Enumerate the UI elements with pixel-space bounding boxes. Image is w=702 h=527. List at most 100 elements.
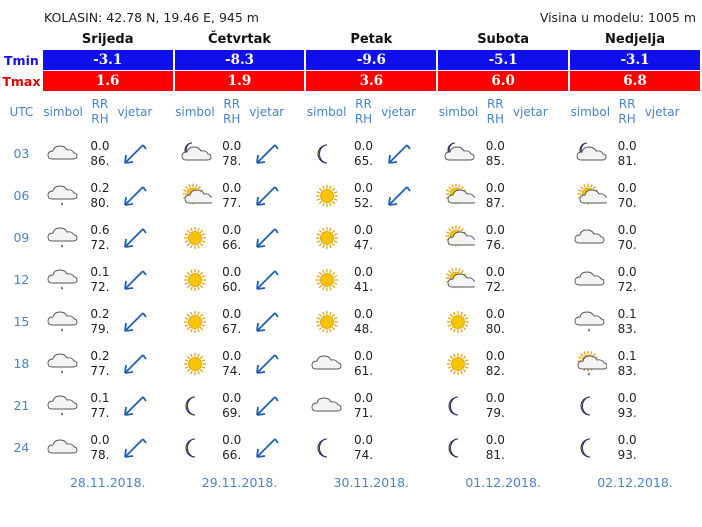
symbol-label: simbol — [175, 104, 215, 119]
symbol-cell — [438, 343, 479, 384]
spacer-cell — [551, 343, 568, 384]
moon-icon — [441, 438, 475, 457]
symbol-cell — [175, 217, 216, 258]
symbol-cell — [43, 259, 84, 300]
spacer-cell — [683, 92, 700, 132]
forecast-row: 06 0.2 80. 0.0 77. 0.0 52. 0.0 87. 0.0 70. — [2, 175, 700, 216]
wind-cell — [644, 301, 681, 342]
rh-value: 83. — [617, 363, 637, 378]
spacer-cell — [2, 469, 41, 495]
forecast-date: 01.12.2018. — [465, 474, 541, 490]
rr-rh-cell: 0.0 70. — [613, 217, 642, 258]
rr-value: 0.0 — [353, 432, 374, 447]
spacer-cell — [2, 30, 41, 49]
rr-rh-cell: 0.0 77. — [217, 175, 246, 216]
cloud-icon — [310, 397, 344, 412]
rr-rh-cell: 0.2 80. — [85, 175, 114, 216]
spacer-cell — [419, 92, 436, 132]
rr-value: 0.0 — [222, 222, 242, 237]
sun-icon — [178, 226, 212, 249]
rh-value: 82. — [485, 363, 505, 378]
spacer-cell — [155, 92, 172, 132]
wind-cell — [116, 385, 153, 426]
rh-label: RH — [354, 112, 373, 126]
spacer-cell — [155, 217, 172, 258]
rr-value: 0.0 — [353, 348, 374, 363]
rh-value: 69. — [222, 405, 242, 420]
cloud-drizzle-icon — [46, 353, 80, 373]
rh-value: 78. — [222, 153, 242, 168]
spacer-cell — [287, 385, 304, 426]
rr-rh-cell: 0.6 72. — [85, 217, 114, 258]
rr-value: 0.1 — [90, 390, 110, 405]
rr-rh-cell: 0.0 61. — [349, 343, 378, 384]
wind-cell — [116, 133, 153, 174]
rr-value: 0.1 — [617, 306, 637, 321]
day-name: Petak — [350, 32, 393, 47]
rr-value: 0.0 — [222, 180, 242, 195]
rh-value: 65. — [353, 153, 374, 168]
wind-arrow-icon — [121, 143, 149, 164]
location-info: KOLASIN: 42.78 N, 19.46 E, 945 m — [44, 10, 259, 25]
cloud-icon — [46, 145, 80, 160]
rh-label: RH — [91, 112, 109, 126]
rr-rh-values: 0.0 67. — [222, 307, 241, 337]
wind-cell — [380, 385, 417, 426]
rh-value: 67. — [222, 321, 242, 336]
rh-value: 70. — [617, 195, 637, 210]
rr-rh-values: 0.0 48. — [354, 307, 373, 337]
cloud-drizzle-icon — [573, 311, 607, 331]
moon-icon — [441, 396, 475, 415]
spacer-cell — [155, 259, 172, 300]
rr-label: RR — [355, 97, 372, 111]
sun-icon — [310, 226, 344, 249]
moon-icon — [178, 396, 212, 415]
rr-rh-cell: 0.0 79. — [481, 385, 510, 426]
rr-rh-values: 0.2 77. — [90, 349, 109, 379]
wind-arrow-icon — [121, 269, 149, 290]
rr-rh-values: 0.0 47. — [354, 223, 373, 253]
utc-hour: 06 — [13, 188, 30, 203]
symbol-cell — [175, 301, 216, 342]
rh-value: 85. — [485, 153, 505, 168]
rr-value: 0.0 — [617, 222, 637, 237]
symbol-cell — [570, 427, 611, 468]
spacer-cell — [155, 385, 172, 426]
tmax-value: 3.6 — [306, 71, 437, 91]
wind-arrow-icon — [253, 353, 281, 374]
rr-value: 0.0 — [222, 264, 242, 279]
rr-rh-values: 0.0 87. — [486, 181, 505, 211]
rr-rh-cell: 0.2 77. — [85, 343, 114, 384]
rr-rh-cell: 0.0 81. — [613, 133, 642, 174]
rr-rh-cell: 0.2 79. — [85, 301, 114, 342]
rr-rh-cell: 0.0 82. — [481, 343, 510, 384]
rr-rh-cell: 0.1 72. — [85, 259, 114, 300]
rr-rh-values: 0.0 78. — [90, 433, 109, 463]
wind-cell — [248, 175, 285, 216]
utc-hour: 03 — [13, 146, 30, 161]
rr-label: RR — [223, 97, 241, 111]
forecast-date: 02.12.2018. — [597, 474, 673, 490]
symbol-cell — [570, 343, 611, 384]
wind-arrow-icon — [253, 437, 281, 458]
spacer-cell — [155, 175, 172, 216]
tmin-row: Tmin -3.1 -8.3 -9.6 -5.1 -3.1 — [2, 50, 700, 70]
wind-cell — [380, 175, 417, 216]
rr-rh-values: 0.0 66. — [222, 223, 241, 253]
wind-arrow-icon — [121, 437, 149, 458]
spacer-cell — [683, 343, 700, 384]
day-name: Subota — [477, 32, 530, 47]
wind-cell — [116, 217, 153, 258]
rh-value: 79. — [90, 321, 110, 336]
spacer-cell — [419, 217, 436, 258]
rh-value: 80. — [90, 195, 110, 210]
day-name: Srijeda — [81, 32, 134, 47]
cloud-icon — [46, 439, 80, 454]
rh-label: RH — [618, 112, 636, 126]
rr-value: 0.0 — [90, 432, 110, 447]
rr-value: 0.0 — [617, 180, 637, 195]
rh-value: 70. — [617, 237, 637, 252]
rh-value: 81. — [485, 447, 505, 462]
rr-rh-values: 0.2 80. — [90, 181, 109, 211]
wind-cell — [644, 259, 681, 300]
